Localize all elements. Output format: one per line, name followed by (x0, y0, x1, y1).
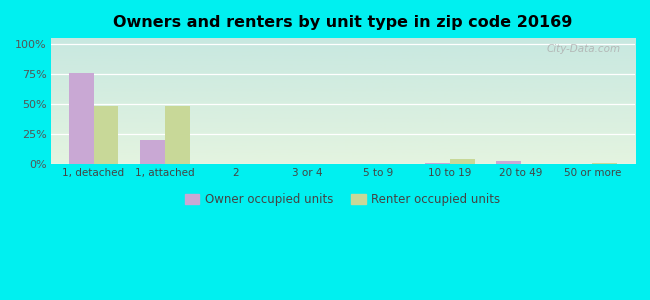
Bar (592, 163, 617, 164)
Legend: Owner occupied units, Renter occupied units: Owner occupied units, Renter occupied un… (181, 188, 505, 211)
Bar (140, 140, 165, 164)
Bar (496, 161, 521, 164)
Bar (94, 106, 118, 164)
Bar (69, 73, 94, 164)
Bar (425, 163, 450, 164)
Text: City-Data.com: City-Data.com (546, 44, 620, 54)
Title: Owners and renters by unit type in zip code 20169: Owners and renters by unit type in zip c… (113, 15, 573, 30)
Bar (165, 106, 190, 164)
Bar (450, 159, 474, 164)
